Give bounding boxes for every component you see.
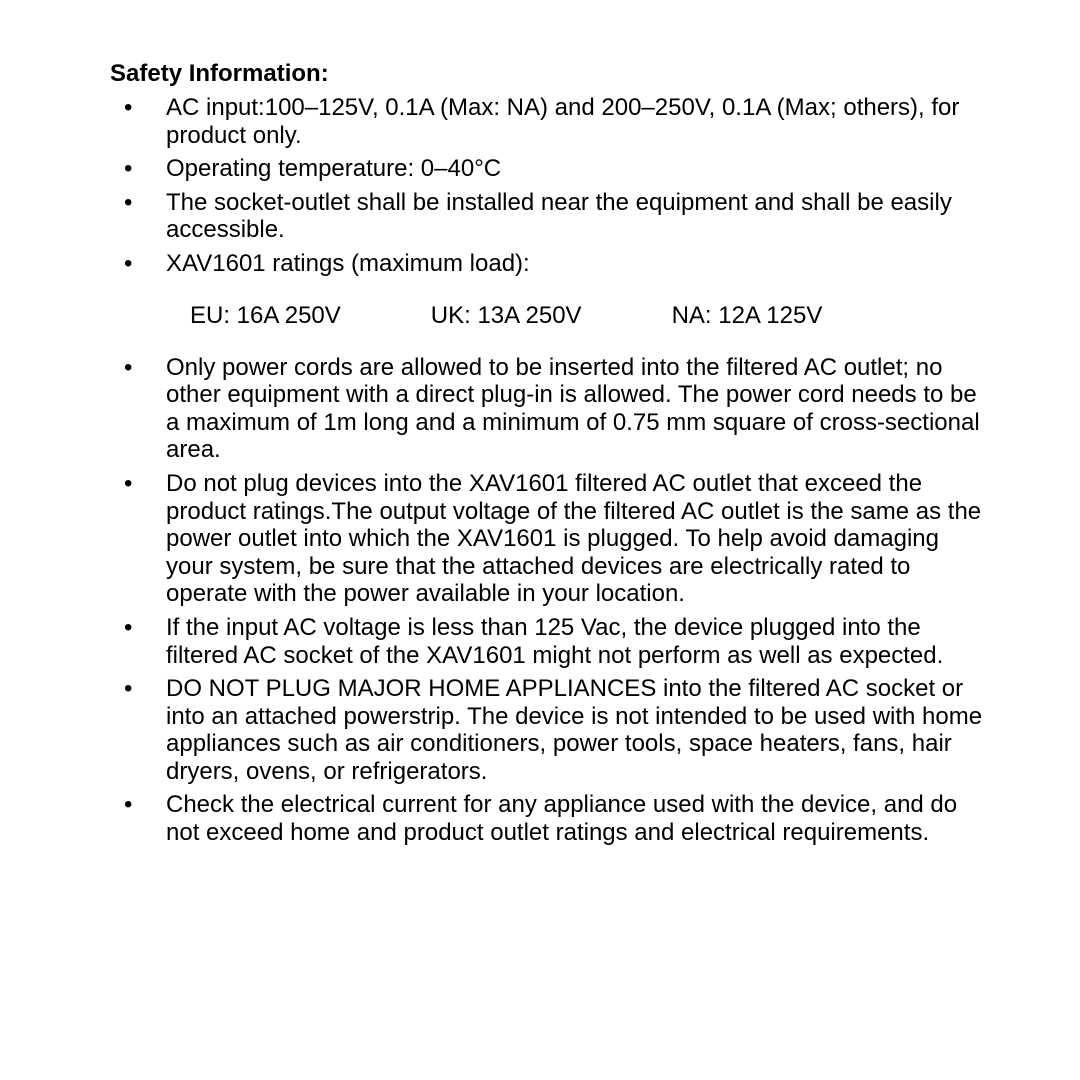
rating-uk: UK: 13A 250V — [431, 302, 582, 330]
bullet-item: The socket-outlet shall be installed nea… — [110, 189, 990, 244]
bullet-item: Only power cords are allowed to be inser… — [110, 354, 990, 464]
rating-eu: EU: 16A 250V — [190, 302, 341, 330]
bullet-item: DO NOT PLUG MAJOR HOME APPLIANCES into t… — [110, 675, 990, 785]
section-heading: Safety Information: — [110, 60, 990, 88]
bullet-item: Check the electrical current for any app… — [110, 791, 990, 846]
bullet-item: XAV1601 ratings (maximum load): — [110, 250, 990, 278]
bullet-list-bottom: Only power cords are allowed to be inser… — [110, 354, 990, 847]
bullet-item: If the input AC voltage is less than 125… — [110, 614, 990, 669]
bullet-item: AC input:100–125V, 0.1A (Max: NA) and 20… — [110, 94, 990, 149]
bullet-item: Do not plug devices into the XAV1601 fil… — [110, 470, 990, 608]
document-page: Safety Information: AC input:100–125V, 0… — [0, 0, 1080, 913]
bullet-item: Operating temperature: 0–40°C — [110, 155, 990, 183]
rating-na: NA: 12A 125V — [672, 302, 823, 330]
ratings-row: EU: 16A 250V UK: 13A 250V NA: 12A 125V — [110, 302, 990, 330]
bullet-list-top: AC input:100–125V, 0.1A (Max: NA) and 20… — [110, 94, 990, 278]
